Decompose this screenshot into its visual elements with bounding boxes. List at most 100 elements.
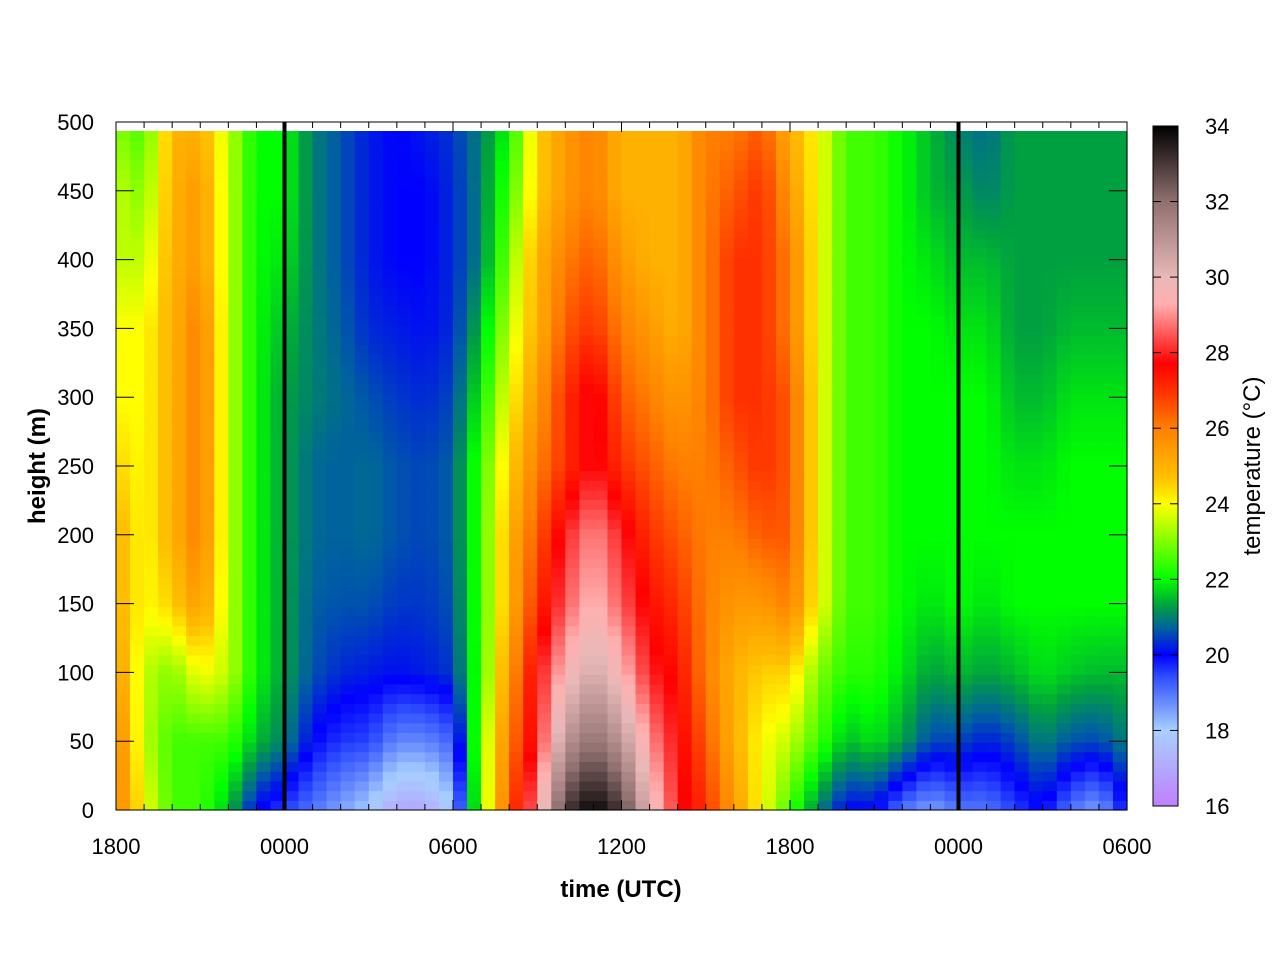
heatmap-cell xyxy=(158,577,173,588)
heatmap-cell xyxy=(621,169,637,181)
heatmap-cell xyxy=(832,664,847,675)
heatmap-cell xyxy=(368,645,384,656)
heatmap-cell xyxy=(621,683,637,695)
heatmap-cell xyxy=(214,596,229,607)
heatmap-cell xyxy=(958,548,974,559)
heatmap-cell xyxy=(523,645,538,656)
heatmap-cell xyxy=(916,218,932,229)
heatmap-cell xyxy=(832,237,847,248)
heatmap-cell xyxy=(438,616,454,627)
heatmap-cell xyxy=(1056,363,1072,375)
heatmap-cell xyxy=(790,674,805,685)
heatmap-cell xyxy=(677,703,693,714)
heatmap-cell xyxy=(944,722,960,733)
heatmap-cell xyxy=(116,780,131,792)
heatmap-cell xyxy=(354,800,370,811)
heatmap-cell xyxy=(172,577,187,588)
heatmap-cell xyxy=(186,732,201,743)
heatmap-cell xyxy=(284,480,300,491)
heatmap-cell xyxy=(1042,344,1058,355)
heatmap-cell xyxy=(453,625,468,636)
heatmap-cell xyxy=(691,790,707,801)
heatmap-cell xyxy=(818,480,833,491)
heatmap-cell xyxy=(986,480,1002,491)
heatmap-cell xyxy=(818,422,833,433)
heatmap-cell xyxy=(467,451,482,462)
heatmap-cell xyxy=(312,237,328,248)
heatmap-cell xyxy=(214,703,229,714)
heatmap-cell xyxy=(607,286,623,297)
heatmap-cell xyxy=(326,354,342,365)
heatmap-cell xyxy=(790,586,805,598)
heatmap-cell xyxy=(354,402,370,413)
heatmap-cell xyxy=(972,616,988,627)
heatmap-cell xyxy=(804,266,819,278)
heatmap-cell xyxy=(214,373,229,384)
heatmap-cell xyxy=(172,218,187,229)
heatmap-cell xyxy=(1098,742,1114,753)
heatmap-cell xyxy=(1112,654,1128,666)
heatmap-cell xyxy=(649,179,665,190)
heatmap-cell xyxy=(1098,683,1114,695)
heatmap-cell xyxy=(747,392,763,404)
heatmap-cell xyxy=(635,722,651,733)
heatmap-cell xyxy=(663,654,679,666)
heatmap-cell xyxy=(144,800,159,811)
heatmap-cell xyxy=(382,751,398,763)
heatmap-cell xyxy=(565,557,580,569)
heatmap-cell xyxy=(691,266,707,278)
heatmap-cell xyxy=(368,237,384,248)
heatmap-cell xyxy=(818,412,833,423)
heatmap-cell xyxy=(523,334,538,345)
heatmap-cell xyxy=(874,625,889,636)
heatmap-cell xyxy=(144,315,159,326)
heatmap-cell xyxy=(1014,363,1030,375)
heatmap-cell xyxy=(1098,305,1114,316)
heatmap-cell xyxy=(242,470,258,481)
heatmap-cell xyxy=(705,412,721,423)
heatmap-cell xyxy=(228,548,243,559)
heatmap-cell xyxy=(565,441,580,452)
heatmap-cell xyxy=(607,489,623,501)
heatmap-cell xyxy=(775,606,791,617)
heatmap-cell xyxy=(593,548,609,559)
heatmap-cell xyxy=(635,460,651,472)
heatmap-cell xyxy=(930,577,946,588)
heatmap-cell xyxy=(775,266,791,278)
heatmap-cell xyxy=(1000,383,1016,394)
heatmap-cell xyxy=(368,790,384,801)
heatmap-cell xyxy=(481,480,496,491)
heatmap-cell xyxy=(691,431,707,442)
heatmap-cell xyxy=(846,422,861,433)
heatmap-cell xyxy=(509,606,524,617)
heatmap-cell xyxy=(958,354,974,365)
heatmap-cell xyxy=(284,683,300,695)
heatmap-cell xyxy=(607,189,623,200)
heatmap-cell xyxy=(1098,548,1114,559)
heatmap-cell xyxy=(621,208,637,219)
heatmap-cell xyxy=(1056,664,1072,675)
heatmap-cell xyxy=(1042,373,1058,384)
heatmap-cell xyxy=(214,480,229,491)
heatmap-cell xyxy=(200,325,215,336)
heatmap-cell xyxy=(804,674,819,685)
heatmap-cell xyxy=(481,140,496,151)
heatmap-cell xyxy=(846,344,861,355)
heatmap-cell xyxy=(537,732,552,743)
heatmap-cell xyxy=(761,266,777,278)
heatmap-cell xyxy=(832,654,847,666)
heatmap-cell xyxy=(691,703,707,714)
heatmap-cell xyxy=(958,616,974,627)
heatmap-cell xyxy=(1112,732,1128,743)
heatmap-cell xyxy=(944,257,960,268)
heatmap-cell xyxy=(438,266,454,278)
heatmap-cell xyxy=(846,257,861,268)
heatmap-cell xyxy=(944,732,960,743)
heatmap-cell xyxy=(832,441,847,452)
heatmap-cell xyxy=(481,363,496,375)
heatmap-cell xyxy=(1028,470,1044,481)
heatmap-cell xyxy=(396,451,412,462)
heatmap-cell xyxy=(972,780,988,792)
heatmap-cell xyxy=(691,257,707,268)
heatmap-cell xyxy=(888,451,903,462)
